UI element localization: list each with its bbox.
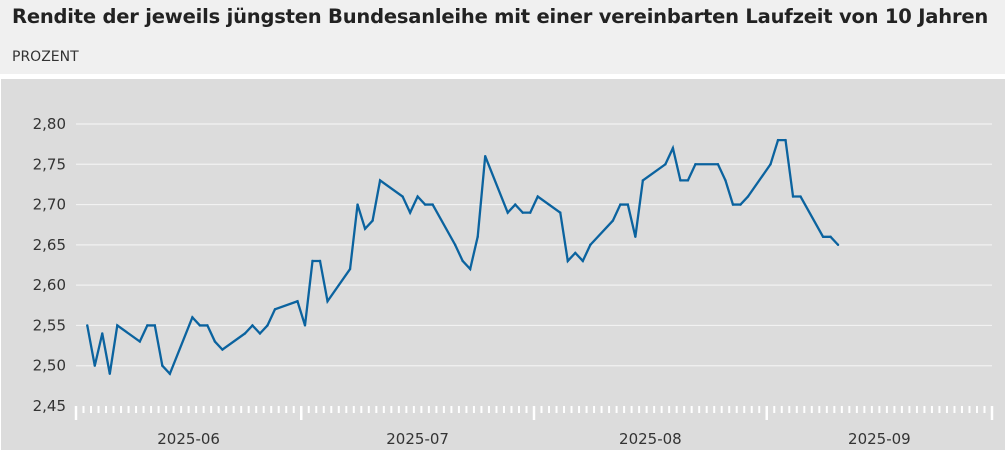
x-tick-label: 2025-07 (386, 430, 449, 448)
data-point (724, 179, 727, 182)
y-tick-label: 2,55 (33, 316, 66, 334)
data-point (221, 348, 224, 351)
series-line-rendite (86, 138, 839, 376)
data-point (574, 251, 577, 255)
x-tick-label: 2025-06 (157, 430, 220, 448)
x-tick-label: 2025-08 (619, 430, 682, 448)
data-point (93, 364, 96, 367)
data-point (716, 163, 720, 166)
data-point (408, 211, 412, 214)
data-point (311, 259, 314, 263)
data-point (378, 179, 382, 182)
data-point (213, 340, 217, 343)
data-point (191, 316, 194, 319)
data-point (791, 195, 795, 198)
data-point (461, 259, 464, 263)
data-point (348, 267, 352, 271)
y-tick-label: 2,60 (33, 276, 66, 294)
y-tick-label: 2,50 (33, 357, 66, 375)
chart-panel (1, 79, 1005, 450)
data-point (686, 179, 690, 182)
data-point (318, 259, 322, 263)
data-point (431, 203, 434, 206)
chart-header: Rendite der jeweils jüngsten Bundesanlei… (0, 0, 1005, 74)
data-point (206, 324, 209, 327)
data-point (153, 324, 157, 327)
data-point (483, 155, 487, 158)
data-point (168, 372, 172, 375)
data-point (101, 332, 104, 335)
data-point (784, 138, 787, 142)
y-tick-label: 2,45 (33, 397, 66, 415)
data-point (266, 324, 269, 327)
data-point (146, 324, 149, 327)
data-point (108, 372, 111, 375)
data-point (589, 243, 592, 247)
data-point (138, 340, 142, 343)
y-tick-label: 2,80 (33, 115, 66, 133)
data-point (243, 332, 247, 335)
chart-title: Rendite der jeweils jüngsten Bundesanlei… (12, 5, 989, 28)
data-point (468, 267, 472, 271)
data-point (506, 211, 509, 214)
data-point (536, 195, 539, 198)
data-point (116, 324, 119, 327)
unit-label: PROZENT (12, 49, 79, 65)
data-point (739, 203, 742, 206)
data-point (836, 243, 840, 247)
data-point (566, 259, 569, 263)
data-point (529, 211, 532, 214)
data-point (356, 203, 359, 206)
data-point (258, 332, 262, 335)
data-point (694, 163, 697, 166)
data-point (371, 219, 374, 222)
data-point (634, 235, 637, 238)
data-point (619, 203, 622, 206)
data-point (273, 308, 277, 311)
data-point (303, 324, 307, 327)
data-point (296, 300, 299, 303)
data-point (514, 203, 517, 206)
data-point (679, 179, 682, 182)
data-point (821, 235, 825, 238)
data-point (641, 179, 645, 182)
y-tick-label: 2,65 (33, 236, 66, 254)
data-point (521, 211, 524, 214)
data-point (453, 243, 457, 247)
data-point (401, 195, 404, 198)
data-point (476, 235, 479, 238)
data-point (423, 203, 427, 206)
data-point (416, 195, 419, 198)
data-point (776, 138, 780, 142)
data-point (746, 195, 750, 198)
data-point (363, 227, 367, 230)
data-point (626, 203, 630, 206)
data-point (731, 203, 735, 206)
y-tick-label: 2,70 (33, 196, 66, 214)
data-point (611, 219, 615, 222)
y-tick-label: 2,75 (33, 155, 66, 173)
data-point (198, 324, 202, 327)
data-point (581, 259, 585, 263)
data-point (559, 211, 562, 214)
data-point (86, 324, 89, 327)
data-point (671, 146, 675, 150)
data-point (829, 235, 832, 238)
data-point (769, 163, 772, 166)
x-tick-label: 2025-09 (848, 430, 911, 448)
data-point (326, 300, 329, 303)
data-point (251, 324, 254, 327)
data-point (161, 364, 164, 367)
data-point (799, 195, 802, 198)
data-point (664, 163, 667, 166)
